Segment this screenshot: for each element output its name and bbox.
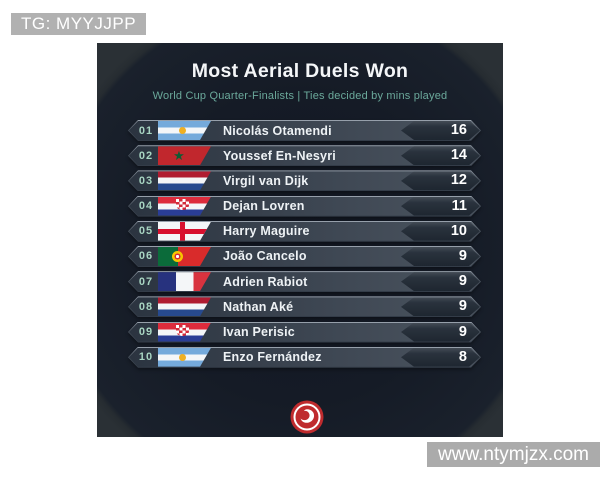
infographic-card: Most Aerial Duels Won World Cup Quarter-… — [97, 43, 503, 437]
value-label: 10 — [450, 222, 467, 239]
france-flag-icon — [158, 272, 211, 291]
value-badge: 9 — [401, 272, 480, 291]
value-badge: 14 — [401, 146, 480, 165]
value-badge: 11 — [401, 197, 480, 216]
leaderboard: 01 Nicolás Otamendi 16 02 Youssef En-Nes… — [128, 120, 481, 372]
rank-label: 09 — [138, 326, 154, 338]
argentina-flag-icon — [158, 348, 211, 367]
rank-label: 07 — [138, 275, 154, 288]
player-name: Youssef En-Nesyri — [223, 148, 336, 163]
table-row: 01 Nicolás Otamendi 16 — [128, 120, 481, 141]
netherlands-flag-icon — [158, 297, 211, 316]
telegram-watermark: TG: MYYJJPP — [11, 13, 147, 35]
page-subtitle: World Cup Quarter-Finalists | Ties decid… — [152, 90, 448, 102]
player-name: Dejan Lovren — [223, 199, 305, 214]
value-label: 11 — [451, 197, 467, 214]
flag-emblem-icon — [172, 251, 183, 262]
value-badge: 9 — [401, 323, 480, 342]
table-row: 09 Ivan Perisic 9 — [128, 322, 481, 343]
table-row: 07 Adrien Rabiot 9 — [128, 271, 481, 292]
value-badge: 16 — [401, 121, 480, 140]
rank-label: 05 — [138, 225, 154, 238]
row-body: 01 Nicolás Otamendi 16 — [129, 121, 480, 140]
rank-label: 01 — [138, 124, 154, 137]
row-body: 03 Virgil van Dijk 12 — [129, 171, 480, 190]
rank-label: 03 — [138, 174, 154, 187]
row-body: 08 Nathan Aké 9 — [129, 297, 480, 316]
value-badge: 12 — [401, 171, 480, 190]
flag-emblem-icon — [179, 354, 186, 361]
value-label: 12 — [450, 172, 467, 189]
croatia-flag-icon — [158, 197, 211, 216]
value-badge: 9 — [401, 247, 480, 266]
player-name: Enzo Fernández — [223, 350, 322, 365]
page-title: Most Aerial Duels Won — [191, 60, 409, 82]
table-row: 05 Harry Maguire 10 — [128, 221, 481, 242]
rank-label: 06 — [138, 250, 154, 263]
player-name: João Cancelo — [223, 249, 307, 264]
flag-emblem-icon — [158, 146, 200, 165]
flag-emblem-icon — [176, 199, 189, 210]
flag-emblem-icon — [179, 127, 186, 134]
player-name: Virgil van Dijk — [223, 173, 309, 188]
row-body: 02 Youssef En-Nesyri 14 — [129, 146, 480, 165]
row-body: 10 Enzo Fernández 8 — [129, 348, 480, 367]
row-body: 07 Adrien Rabiot 9 — [129, 272, 480, 291]
table-row: 03 Virgil van Dijk 12 — [128, 170, 481, 191]
table-row: 06 João Cancelo 9 — [128, 246, 481, 267]
row-body: 05 Harry Maguire 10 — [129, 222, 480, 241]
row-body: 09 Ivan Perisic 9 — [129, 323, 480, 342]
player-name: Harry Maguire — [223, 224, 310, 239]
argentina-flag-icon — [158, 121, 211, 140]
rank-label: 04 — [138, 200, 154, 213]
flag-emblem-icon — [176, 325, 189, 336]
portugal-flag-icon — [158, 247, 211, 266]
player-name: Nathan Aké — [223, 299, 294, 314]
flag-emblem-icon — [158, 222, 211, 241]
value-label: 9 — [458, 298, 467, 315]
value-badge: 10 — [401, 222, 480, 241]
row-body: 06 João Cancelo 9 — [129, 247, 480, 266]
value-label: 9 — [458, 273, 467, 290]
rank-label: 02 — [138, 149, 154, 162]
player-name: Adrien Rabiot — [223, 274, 308, 289]
value-badge: 9 — [401, 297, 480, 316]
value-label: 9 — [458, 247, 467, 264]
brand-logo-icon — [290, 400, 324, 434]
table-row: 10 Enzo Fernández 8 — [128, 347, 481, 368]
row-body: 04 Dejan Lovren 11 — [129, 197, 480, 216]
website-watermark: www.ntymjzx.com — [427, 442, 600, 467]
value-label: 8 — [458, 348, 467, 365]
player-name: Ivan Perisic — [223, 325, 295, 339]
player-name: Nicolás Otamendi — [223, 123, 332, 138]
value-badge: 8 — [401, 348, 480, 367]
value-label: 16 — [450, 122, 467, 138]
england-flag-icon — [158, 222, 211, 241]
table-row: 04 Dejan Lovren 11 — [128, 196, 481, 217]
table-row: 08 Nathan Aké 9 — [128, 296, 481, 317]
rank-label: 10 — [138, 351, 154, 364]
netherlands-flag-icon — [158, 171, 211, 190]
value-label: 14 — [450, 147, 467, 164]
morocco-flag-icon — [158, 146, 211, 165]
value-label: 9 — [458, 323, 467, 340]
croatia-flag-icon — [158, 323, 211, 342]
table-row: 02 Youssef En-Nesyri 14 — [128, 145, 481, 166]
rank-label: 08 — [138, 300, 154, 313]
